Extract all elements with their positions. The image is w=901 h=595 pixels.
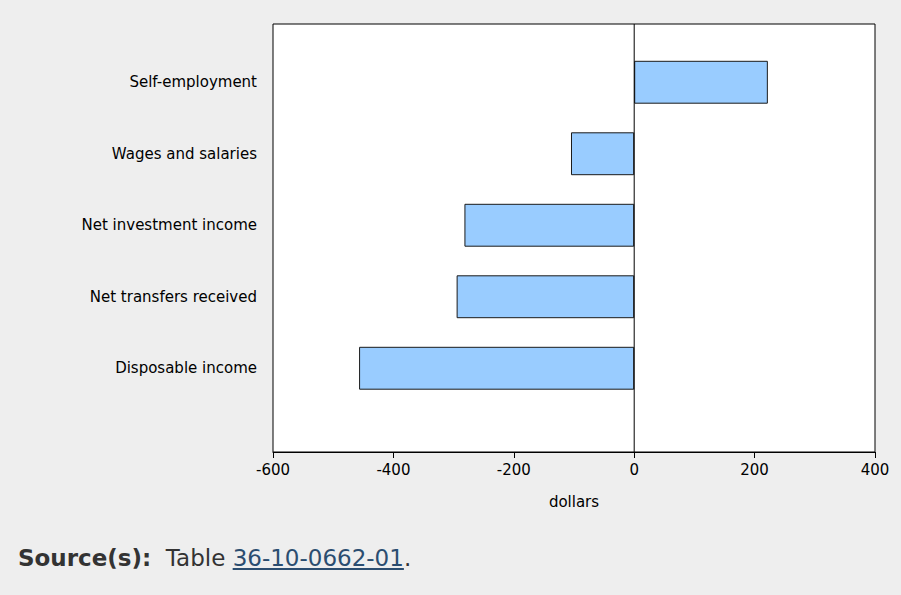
svg-text:Disposable income: Disposable income [115,359,257,377]
svg-text:0: 0 [629,461,639,479]
svg-text:200: 200 [740,461,769,479]
svg-text:dollars: dollars [549,493,599,511]
svg-text:Net investment income: Net investment income [81,216,257,234]
svg-text:400: 400 [861,461,890,479]
svg-text:Net transfers received: Net transfers received [90,288,257,306]
svg-text:-400: -400 [376,461,410,479]
svg-text:Wages and salaries: Wages and salaries [112,145,257,163]
svg-text:-600: -600 [256,461,290,479]
svg-text:Self-employment: Self-employment [129,73,257,91]
svg-text:-200: -200 [497,461,531,479]
html-text:Source(s): Table 36-10-0662-01: Source(s): Table 36-10-0662-01. [18,545,412,571]
